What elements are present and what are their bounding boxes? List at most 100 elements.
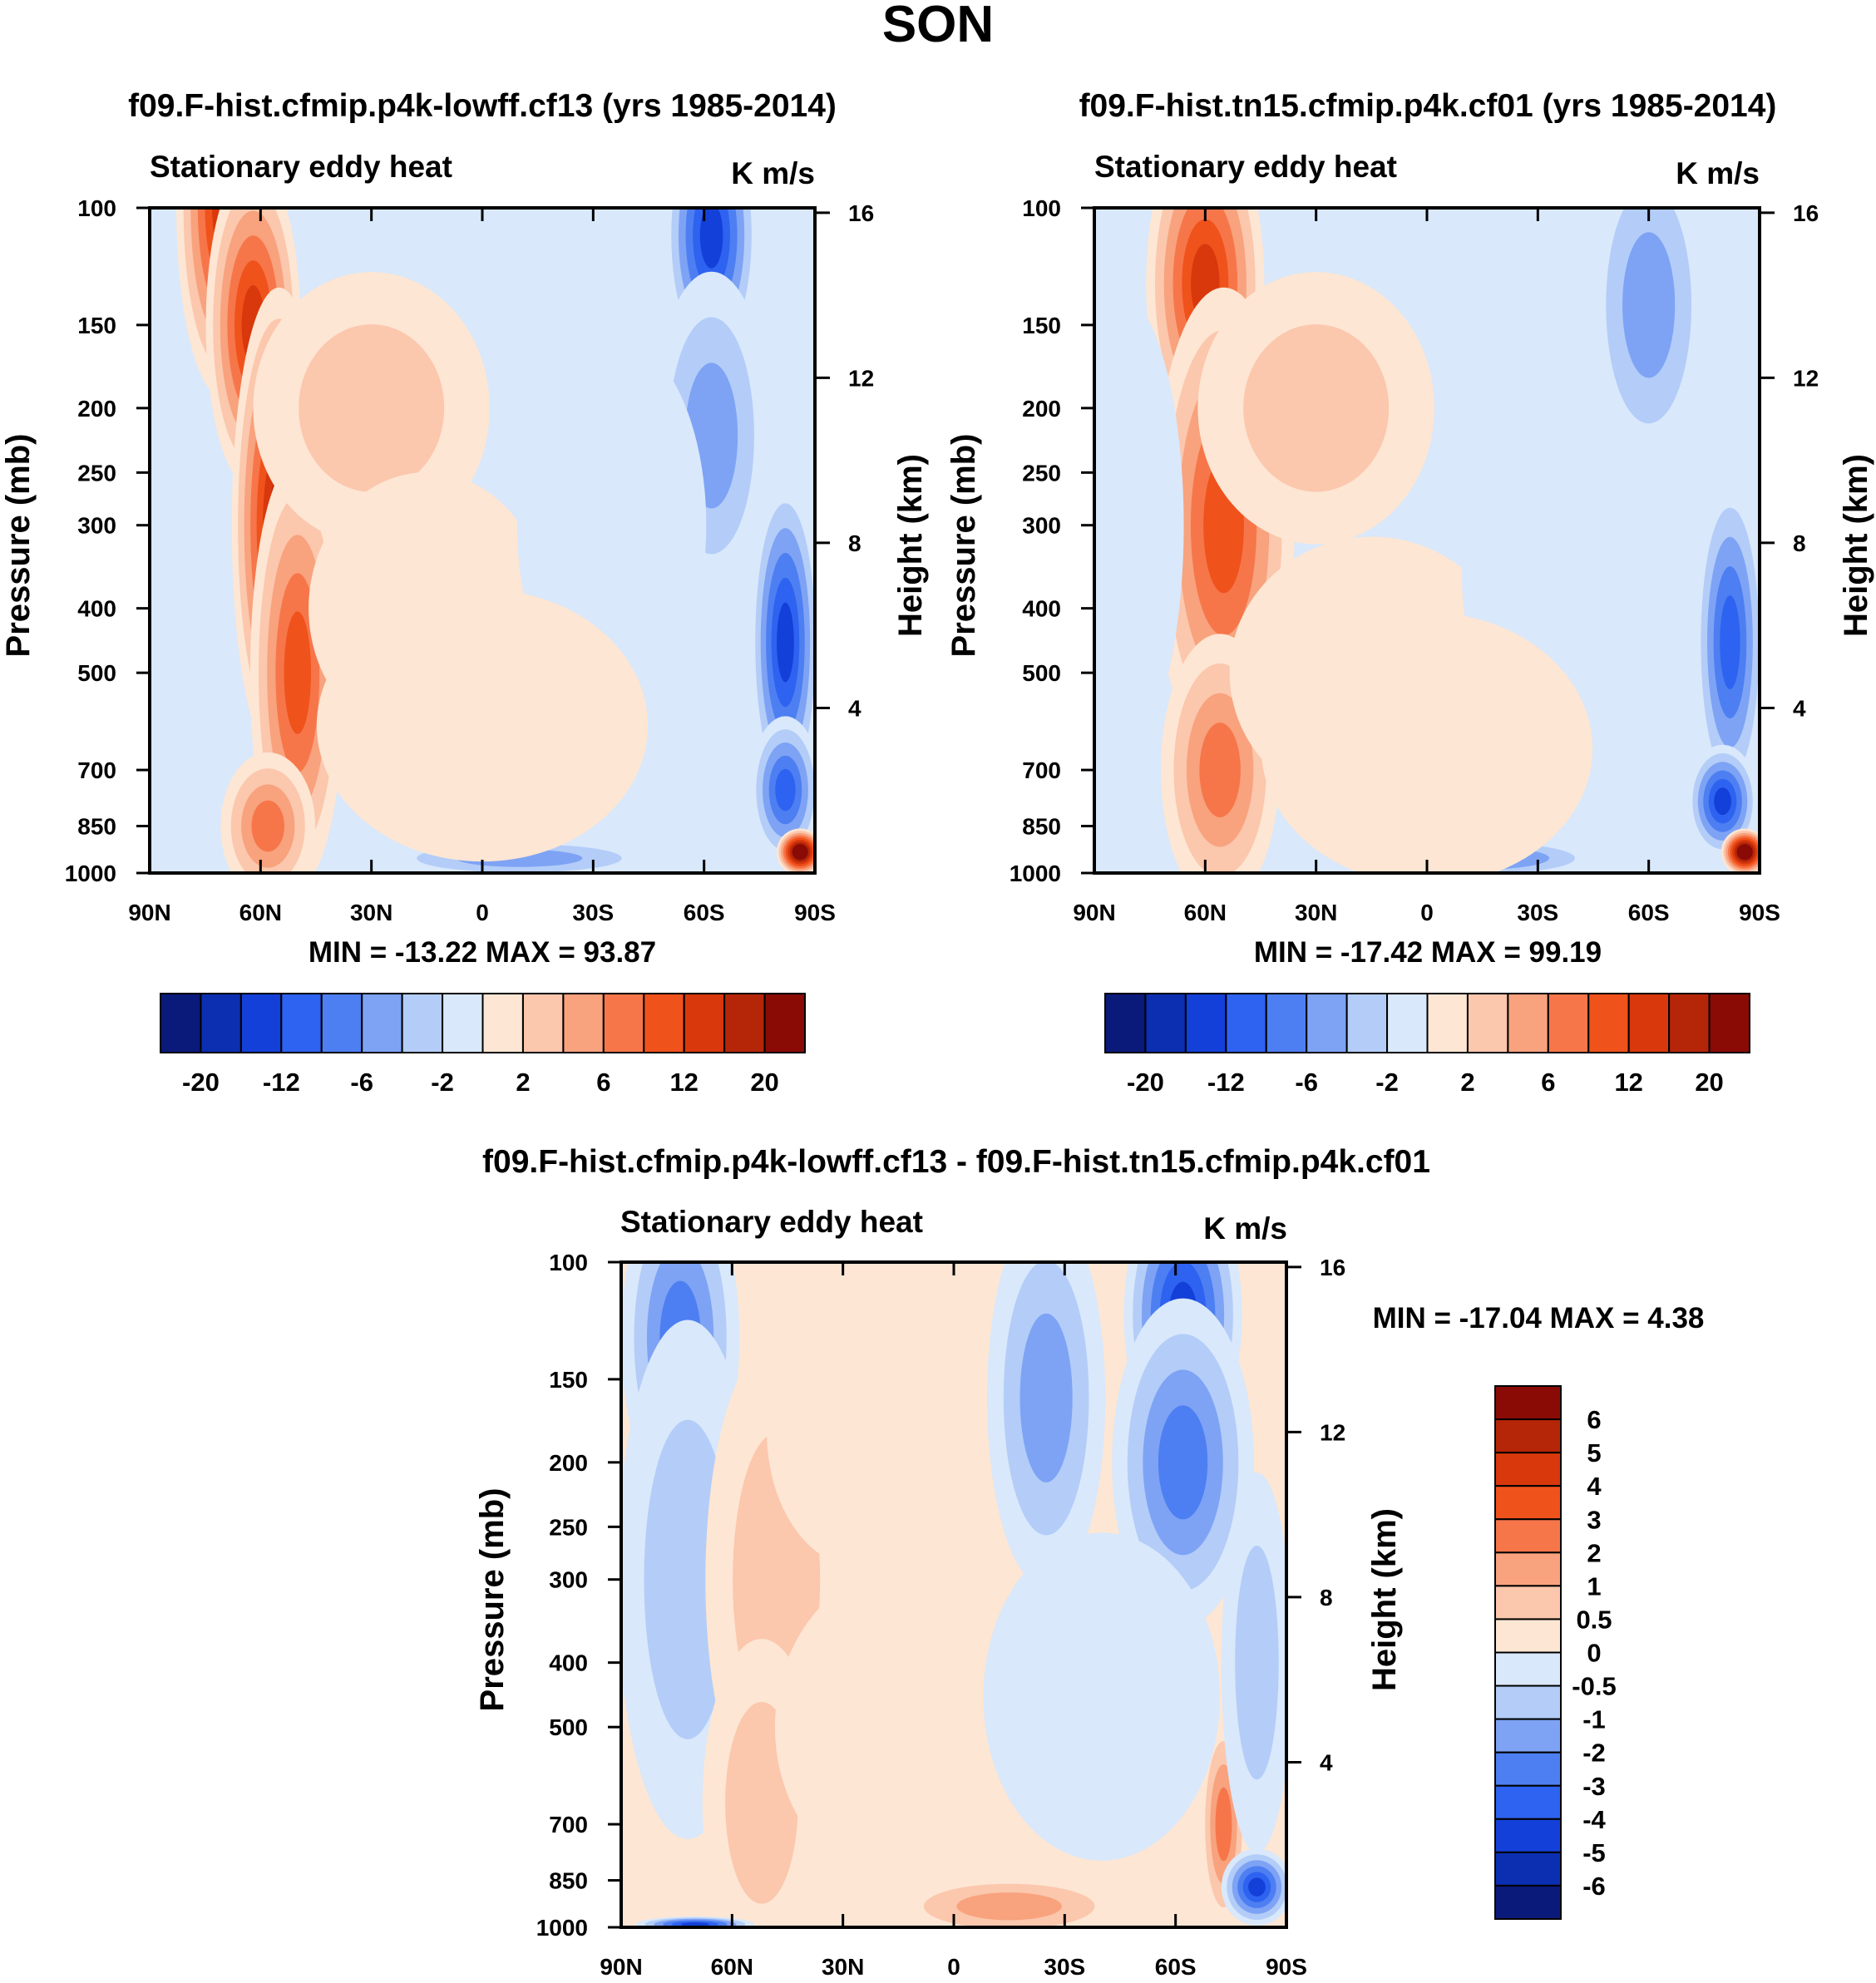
panel-1-title: f09.F-hist.cfmip.p4k-lowff.cf13 (yrs 198… [128,88,837,124]
colorbar-label: 2 [1587,1538,1601,1567]
y-tick-label: 300 [1022,513,1061,539]
colorbar-box [602,993,645,1053]
panel-diff-stats: MIN = -17.04 MAX = 4.38 [1373,1302,1705,1334]
colorbar-label: -20 [182,1068,220,1097]
x-tick-label: 30N [822,1954,864,1980]
y2-tick-label: 8 [1793,530,1806,556]
y-tick-label: 700 [77,757,116,783]
colorbar-panel-2: -20 -12 -6 -2 2 6 12 20 [1104,993,1750,1097]
colorbar-box [1708,993,1750,1053]
colorbar-box [521,993,565,1053]
colorbar-box [481,993,524,1053]
field-contour [775,768,796,811]
colorbar-label: 6 [1587,1405,1601,1434]
field-contour [1720,595,1740,689]
colorbar-box [1494,1851,1562,1887]
y-tick-label: 1000 [65,861,116,886]
x-tick-label: 90S [794,900,836,925]
colorbar-box [1627,993,1671,1053]
colorbar-box [320,993,363,1053]
y2-tick-label: 16 [848,200,874,226]
field-contour [1740,848,1749,856]
colorbar-box [160,993,202,1053]
field-contour [774,1562,1059,1892]
y-tick-label: 500 [549,1714,588,1740]
y-tick-label: 300 [549,1567,588,1593]
colorbar-label: 1 [1587,1571,1601,1601]
colorbar-box [723,993,766,1053]
field-contour [1248,1877,1266,1897]
panel-2-y2label: Height (km) [1838,454,1874,637]
colorbar-box [643,993,685,1053]
y-tick-label: 1000 [536,1915,588,1941]
colorbar-panel-1: -20 -12 -6 -2 2 6 12 20 [160,993,806,1097]
field-contour [150,328,229,873]
y-tick-label: 300 [77,513,116,539]
panel-2-stats: MIN = -17.42 MAX = 99.19 [1254,936,1602,969]
colorbar-box [1426,993,1469,1053]
panel-1: f09.F-hist.cfmip.p4k-lowff.cf13 (yrs 198… [0,88,929,969]
colorbar-label: 6 [1541,1068,1555,1097]
y-tick-label: 850 [77,814,116,840]
field-contour [1094,287,1184,763]
colorbar-label: 0 [1587,1639,1601,1668]
colorbar-label: 0.5 [1576,1605,1612,1634]
colorbar-box [1494,1651,1562,1687]
colorbar-label: 2 [1460,1068,1474,1097]
x-tick-label: 60N [239,900,282,925]
colorbar-label: 20 [1695,1068,1723,1097]
colorbar-box [1494,1818,1562,1853]
colorbar-box [1494,1618,1562,1654]
colorbar-box [1494,1718,1562,1754]
colorbar-label: -2 [1582,1739,1606,1768]
field-contour [644,1419,732,1739]
x-tick-label: 0 [476,900,489,925]
colorbar-box [1494,1452,1562,1487]
colorbar-label: 12 [1614,1068,1642,1097]
colorbar-box [239,993,283,1053]
panel-1-left-string: Stationary eddy heat [150,150,452,184]
colorbar-box [1306,993,1348,1053]
x-tick-label: 90S [1739,900,1780,925]
y-tick-label: 250 [549,1514,588,1540]
colorbar-box [1386,993,1429,1053]
colorbar-box [1507,993,1549,1053]
colorbar-box [1547,993,1590,1053]
colorbar-label: 6 [596,1068,610,1097]
y2-tick-label: 16 [1793,200,1819,226]
field-contour [956,1892,1062,1921]
field-contour [767,1295,956,1568]
colorbar-box [401,993,444,1053]
panel-1-ylabel: Pressure (mb) [0,434,37,658]
x-tick-label: 0 [947,1954,960,1980]
colorbar-box [763,993,806,1053]
x-tick-label: 30S [572,900,614,925]
colorbar-label: -20 [1127,1068,1164,1097]
panel-2-right-string: K m/s [1676,156,1760,190]
field-contour [1158,1405,1208,1520]
panel-1-field [150,208,815,873]
x-tick-label: 60S [684,900,725,925]
y-tick-label: 150 [1022,313,1061,338]
colorbar-label: 4 [1587,1472,1602,1501]
y-tick-label: 700 [549,1812,588,1837]
x-tick-label: 60N [1184,900,1227,925]
panel-2-ylabel: Pressure (mb) [945,434,982,658]
colorbar-label: -2 [1375,1068,1399,1097]
colorbar-label: 3 [1587,1505,1601,1534]
field-contour [1243,324,1390,492]
colorbar-box [1104,993,1147,1053]
colorbar-box [1494,1685,1562,1720]
panel-diff-right-string: K m/s [1203,1211,1287,1246]
colorbar-box [1494,1784,1562,1820]
y-tick-label: 400 [77,596,116,622]
x-tick-label: 30S [1044,1954,1085,1980]
y-tick-label: 150 [77,313,116,338]
y2-tick-label: 16 [1320,1255,1345,1280]
y-tick-label: 250 [77,460,116,486]
colorbar-label: -6 [1295,1068,1318,1097]
y-tick-label: 1000 [1010,861,1061,886]
panel-diff-left-string: Stationary eddy heat [620,1205,923,1239]
field-contour [284,611,312,734]
